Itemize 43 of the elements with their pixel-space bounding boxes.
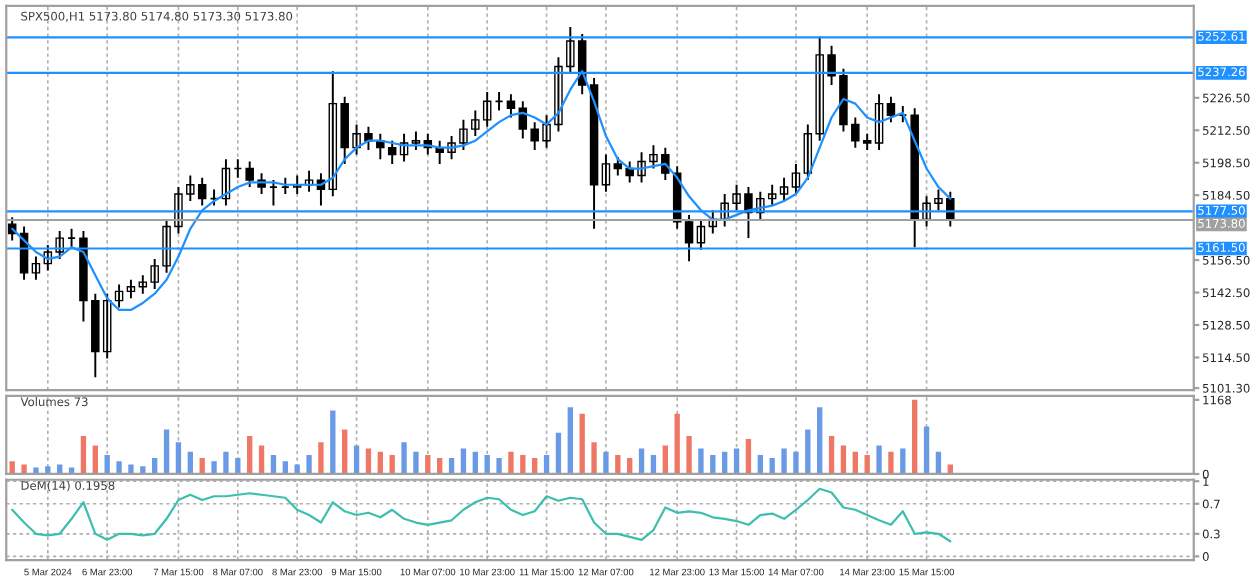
bar xyxy=(92,445,98,474)
bar xyxy=(567,407,573,474)
bar xyxy=(163,429,170,474)
candlestick xyxy=(269,179,278,207)
bar xyxy=(686,435,692,474)
bar xyxy=(745,439,752,474)
bar xyxy=(413,451,419,474)
bar xyxy=(805,429,811,474)
bar xyxy=(306,454,312,474)
bar xyxy=(247,435,253,474)
bar xyxy=(793,451,799,474)
bar xyxy=(116,461,122,474)
bar xyxy=(603,451,609,474)
bar xyxy=(21,464,27,474)
bar xyxy=(353,445,360,474)
bar xyxy=(876,445,882,474)
bar xyxy=(579,413,585,474)
candlestick xyxy=(494,91,504,112)
bar xyxy=(318,442,324,474)
bar xyxy=(698,448,704,474)
bar xyxy=(496,458,502,474)
bar xyxy=(128,464,134,474)
bar xyxy=(781,448,787,474)
bar xyxy=(175,442,182,474)
bar xyxy=(342,429,348,474)
bar xyxy=(840,445,847,474)
bar xyxy=(258,445,265,474)
candlestick xyxy=(67,227,76,249)
bar xyxy=(591,442,597,474)
bar xyxy=(662,445,668,474)
bar xyxy=(912,399,918,474)
bar xyxy=(674,413,680,474)
bar xyxy=(817,407,823,474)
bar xyxy=(211,461,217,474)
bar xyxy=(888,451,894,474)
bar xyxy=(401,442,407,474)
bar xyxy=(223,451,229,474)
bar xyxy=(828,435,835,474)
bar xyxy=(555,432,562,474)
bar xyxy=(923,426,930,474)
bar xyxy=(330,410,336,474)
bar xyxy=(508,451,514,474)
bar xyxy=(80,435,87,474)
